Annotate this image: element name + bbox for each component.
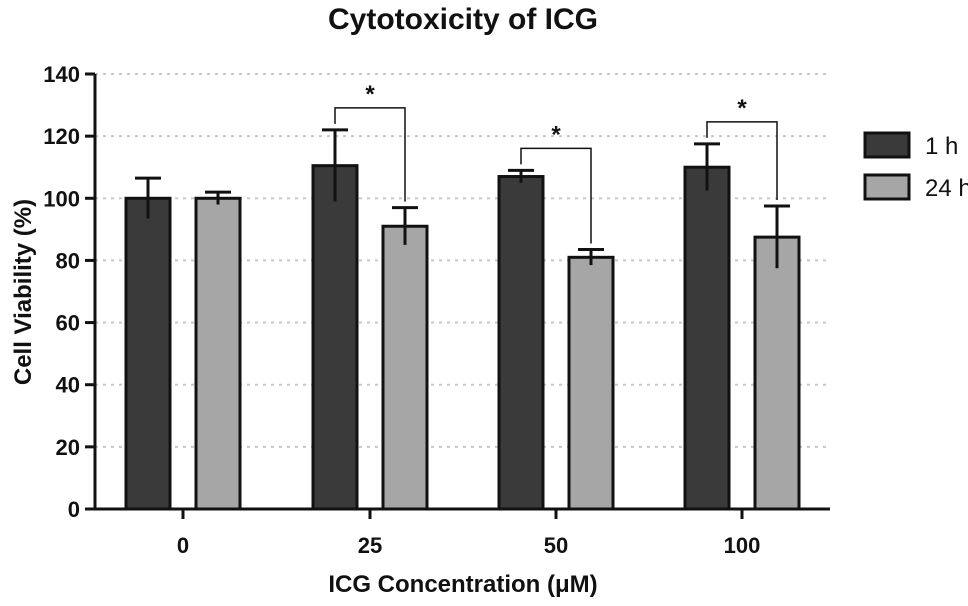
- y-tick-label: 120: [43, 124, 80, 149]
- y-tick-label: 80: [56, 248, 80, 273]
- axes: 0 20 40 60 80 100 120 140 0 25 50 100: [43, 62, 830, 558]
- y-tick-label: 20: [56, 435, 80, 460]
- legend: 1 h 24 h: [863, 131, 968, 202]
- bar-1h-100: [683, 165, 731, 511]
- chart-title: Cytotoxicity of ICG: [328, 3, 598, 36]
- legend-swatch-1h: [863, 131, 911, 159]
- error-bars: [135, 128, 790, 269]
- y-tick-label: 60: [56, 311, 80, 336]
- y-tick-label: 100: [43, 186, 80, 211]
- bar-1h-50: [497, 175, 545, 511]
- bars: [124, 164, 801, 511]
- bar-24h-100: [753, 235, 801, 511]
- y-tick-label: 40: [56, 373, 80, 398]
- y-tick-label: 140: [43, 62, 80, 87]
- x-tick-label: 100: [724, 533, 761, 558]
- legend-swatch-24h: [863, 173, 911, 201]
- y-tick-label: 0: [68, 497, 80, 522]
- legend-label: 24 h: [925, 175, 968, 202]
- y-axis-label: Cell Viability (%): [10, 199, 37, 385]
- significance-star: *: [737, 95, 747, 122]
- significance-star: *: [551, 121, 561, 148]
- bar-1h-0: [124, 196, 172, 511]
- bar-24h-25: [381, 224, 429, 511]
- significance-bracket: [706, 121, 778, 201]
- significance-brackets: * * *: [334, 81, 778, 244]
- bar-1h-25: [311, 164, 359, 511]
- significance-star: *: [365, 81, 375, 108]
- significance-bracket: [334, 107, 406, 202]
- x-tick-label: 0: [177, 533, 189, 558]
- x-tick-label: 25: [358, 533, 382, 558]
- x-axis-label: ICG Concentration (μM): [328, 571, 597, 598]
- significance-bracket: [520, 147, 592, 244]
- bar-24h-0: [194, 196, 242, 511]
- bar-24h-50: [567, 255, 615, 511]
- legend-label: 1 h: [925, 133, 958, 160]
- x-tick-label: 50: [544, 533, 568, 558]
